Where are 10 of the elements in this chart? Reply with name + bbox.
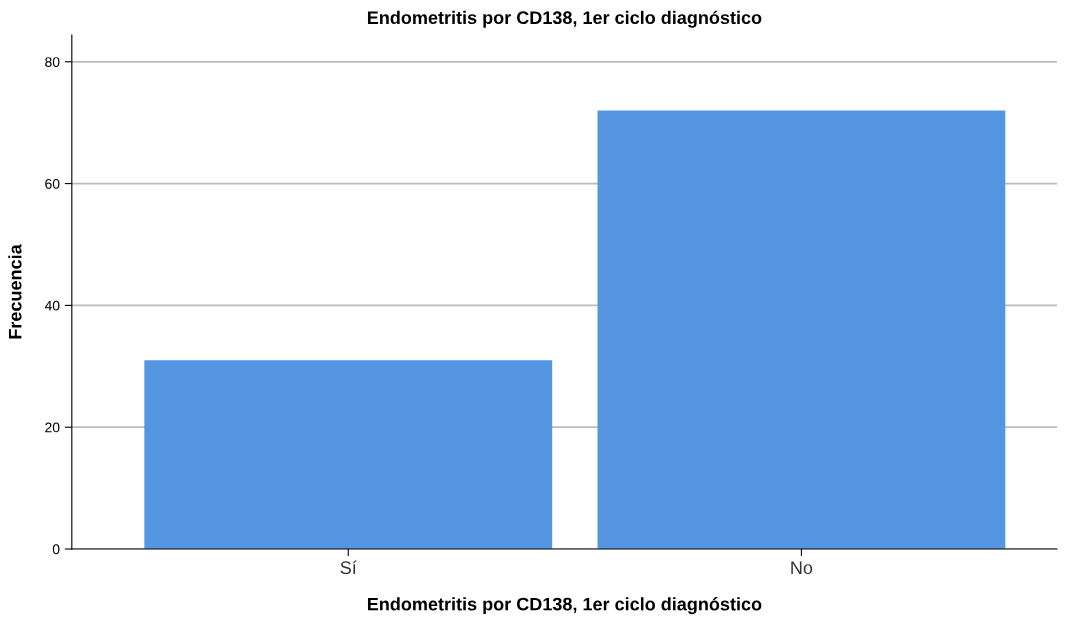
chart-title: Endometritis por CD138, 1er ciclo diagnóstico [367, 10, 762, 28]
y-tick-label: 0 [52, 544, 60, 555]
x-tick-label: Sí [340, 560, 357, 575]
y-axis-title: Frecuencia [8, 244, 22, 339]
y-tick-label: 60 [45, 178, 60, 189]
y-tick-label: 40 [44, 300, 60, 311]
x-tick-label: No [791, 561, 813, 575]
y-tick-label: 20 [45, 422, 60, 433]
y-tick-label: 80 [45, 57, 60, 67]
x-axis-title: Endometritis por CD138, 1er ciclo diagnóstico [367, 597, 762, 615]
